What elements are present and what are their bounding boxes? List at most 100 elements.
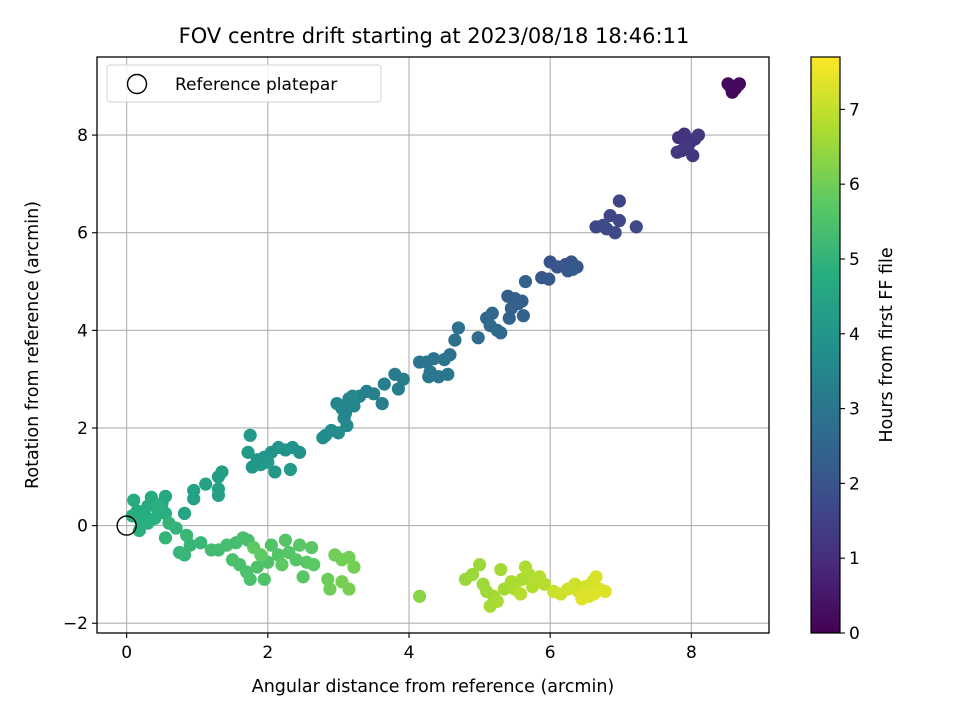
- y-tick-label: 4: [77, 321, 88, 341]
- data-point: [612, 213, 626, 228]
- data-point: [323, 582, 337, 596]
- data-point: [472, 558, 487, 572]
- data-point: [522, 567, 536, 582]
- colorbar-tick-label: 5: [849, 250, 860, 270]
- data-point: [575, 592, 589, 606]
- data-point: [278, 533, 293, 547]
- data-point: [448, 333, 462, 347]
- data-point: [485, 306, 499, 320]
- y-axis-label: Rotation from reference (arcmin): [23, 201, 43, 489]
- data-point: [412, 589, 427, 603]
- colorbar-tick-label: 3: [849, 400, 860, 420]
- data-point: [589, 570, 603, 584]
- data-point: [515, 294, 529, 308]
- data-point: [211, 488, 226, 502]
- x-axis-label: Angular distance from reference (arcmin): [252, 677, 615, 697]
- data-point: [342, 550, 356, 564]
- y-tick-label: 6: [77, 224, 88, 244]
- data-point: [451, 321, 466, 335]
- data-point: [289, 553, 303, 567]
- data-point: [516, 309, 530, 323]
- plot-frame: [96, 56, 770, 634]
- colorbar-tick-label: 0: [849, 624, 860, 644]
- data-point: [494, 326, 508, 340]
- data-point: [608, 226, 622, 240]
- colorbar-label: Hours from first FF file: [877, 247, 897, 442]
- data-point: [243, 572, 257, 586]
- data-point: [304, 540, 319, 555]
- colorbar-tick-label: 2: [849, 474, 860, 494]
- x-tick-label: 2: [262, 643, 273, 663]
- colorbar-tick-label: 6: [849, 175, 860, 195]
- colorbar: 0 1 2 3 4 5 6 7 Hours from first FF file: [810, 56, 897, 644]
- data-point: [391, 382, 406, 396]
- colorbar-gradient: [810, 56, 841, 634]
- data-point: [199, 477, 213, 491]
- data-point: [331, 426, 346, 440]
- data-point: [412, 355, 427, 369]
- y-tick-label: 8: [77, 126, 88, 146]
- data-point: [731, 78, 745, 92]
- data-point: [396, 372, 410, 386]
- data-point: [490, 594, 504, 608]
- data-point: [679, 138, 693, 152]
- data-point: [169, 521, 183, 535]
- data-point: [187, 492, 201, 506]
- data-point: [596, 218, 610, 233]
- chart-title: FOV centre drift starting at 2023/08/18 …: [179, 24, 690, 48]
- data-point: [283, 462, 298, 477]
- data-point: [243, 428, 257, 442]
- data-point: [177, 548, 192, 562]
- data-point: [494, 562, 508, 577]
- data-point: [566, 262, 580, 276]
- data-point: [211, 470, 226, 484]
- data-point: [261, 455, 275, 469]
- data-point: [537, 577, 552, 591]
- legend-entry-reference: Reference platepar: [175, 75, 337, 95]
- data-point: [194, 536, 208, 550]
- data-point: [437, 353, 451, 367]
- data-point: [441, 367, 455, 381]
- reference-platepar-marker: [116, 515, 137, 536]
- data-point: [316, 431, 330, 445]
- data-point: [268, 465, 282, 479]
- data-point: [307, 558, 321, 572]
- data-point: [177, 506, 192, 521]
- data-point: [518, 274, 533, 289]
- colorbar-ticks: 0 1 2 3 4 5 6 7: [840, 100, 860, 644]
- data-point: [721, 77, 735, 91]
- colorbar-tick-label: 7: [849, 100, 860, 120]
- data-point: [691, 128, 706, 142]
- y-tick-label: 2: [77, 419, 88, 439]
- data-point: [292, 538, 307, 552]
- y-tick-label: 0: [77, 517, 88, 537]
- data-point: [347, 560, 361, 574]
- x-tick-label: 4: [404, 643, 415, 663]
- data-point: [250, 560, 264, 574]
- colorbar-tick-label: 1: [849, 549, 860, 569]
- data-point: [375, 396, 389, 411]
- data-point: [296, 570, 310, 584]
- data-point: [525, 580, 540, 594]
- data-point: [598, 584, 612, 599]
- data-point: [542, 272, 556, 286]
- data-points: [116, 77, 746, 613]
- data-point: [612, 194, 626, 208]
- legend: Reference platepar: [106, 64, 382, 103]
- data-point: [241, 445, 255, 459]
- data-point: [483, 318, 497, 333]
- data-point: [423, 365, 437, 379]
- data-point: [158, 531, 173, 545]
- data-point: [377, 377, 391, 391]
- grid: [97, 57, 769, 633]
- data-point: [342, 582, 356, 596]
- data-point: [275, 558, 289, 572]
- legend-reference-marker: [126, 73, 148, 95]
- data-point: [513, 587, 528, 601]
- x-tick-label: 8: [686, 643, 697, 663]
- data-point: [247, 540, 261, 555]
- data-point: [629, 220, 643, 234]
- data-point: [345, 389, 360, 403]
- data-point: [180, 528, 194, 542]
